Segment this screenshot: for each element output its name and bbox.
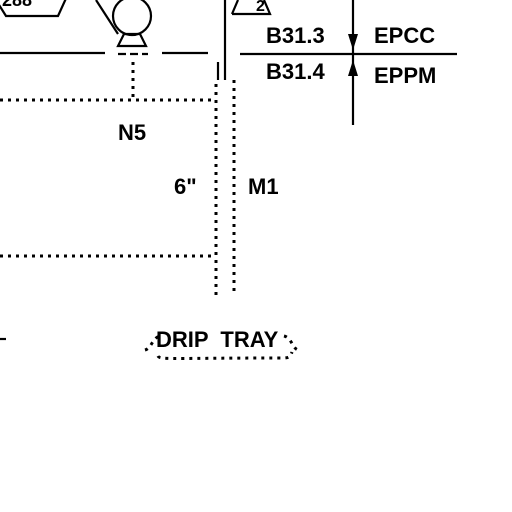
pump-symbol-icon	[95, 0, 153, 48]
triangle-marker-icon	[230, 0, 272, 16]
code-lower: B31.4	[266, 59, 325, 84]
nozzle-label: N5	[118, 120, 146, 145]
hexagon-tag-icon	[0, 0, 67, 18]
drip-tray-label: DRIP TRAY	[156, 327, 279, 352]
code-upper: B31.3	[266, 23, 325, 48]
dept-upper: EPCC	[374, 23, 435, 48]
tag-number: 288	[2, 0, 32, 10]
arrow-down-icon	[348, 34, 358, 50]
line-id-label: M1	[248, 174, 279, 199]
pipe-size-label: 6"	[174, 174, 197, 199]
dept-lower: EPPM	[374, 63, 436, 88]
drip-tray-outline	[144, 334, 299, 360]
arrow-up-icon	[348, 60, 358, 76]
marker-label: 2	[256, 0, 265, 15]
